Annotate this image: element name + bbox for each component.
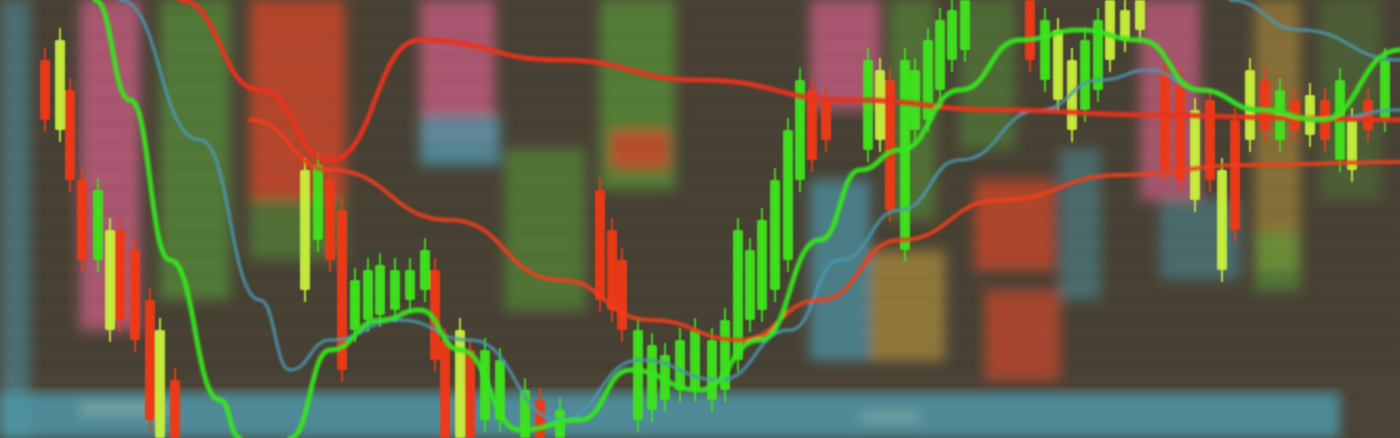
- fast-average-line-mid: [287, 27, 1400, 438]
- candle-46: [807, 90, 817, 160]
- candle-18: [390, 270, 400, 310]
- candle-16: [363, 270, 373, 320]
- candle-1: [55, 40, 65, 130]
- candle-44: [783, 130, 793, 260]
- candle-73: [1260, 80, 1270, 130]
- candle-41: [745, 250, 755, 320]
- row-band: [0, 142, 1400, 148]
- candle-72: [1245, 70, 1255, 140]
- candle-19: [405, 270, 415, 300]
- candle-57: [1025, 0, 1035, 60]
- candle-67: [1175, 80, 1185, 180]
- candle-28: [535, 400, 545, 438]
- candle-65: [1135, 0, 1145, 30]
- candle-61: [1080, 40, 1090, 110]
- candle-11: [300, 170, 310, 290]
- candle-5: [105, 230, 115, 330]
- candle-13: [325, 180, 335, 260]
- candle-17: [375, 265, 385, 315]
- trend-line-blue-top: [1228, 0, 1400, 62]
- row-band: [0, 10, 1400, 16]
- candle-6: [115, 230, 125, 320]
- candle-14: [337, 210, 347, 370]
- candle-53: [923, 40, 933, 120]
- row-band: [0, 32, 1400, 38]
- candle-0: [40, 60, 50, 120]
- candle-69: [1205, 100, 1215, 180]
- candle-20: [420, 250, 430, 290]
- candle-36: [675, 340, 685, 390]
- candle-56: [960, 0, 970, 50]
- candle-37: [690, 330, 700, 390]
- candle-10: [170, 380, 180, 438]
- bottom-strip-label: [860, 412, 920, 422]
- bottom-strip: [0, 392, 1340, 438]
- candle-12: [313, 165, 323, 240]
- candle-22: [440, 340, 450, 438]
- candle-54: [935, 20, 945, 90]
- row-band: [0, 186, 1400, 192]
- row-band: [0, 296, 1400, 302]
- candle-32: [617, 260, 627, 330]
- row-band: [0, 230, 1400, 236]
- candle-58: [1040, 20, 1050, 80]
- candle-4: [93, 190, 103, 260]
- candle-59: [1053, 30, 1063, 100]
- candle-7: [130, 250, 140, 340]
- candle-33: [633, 330, 643, 420]
- row-band: [0, 252, 1400, 258]
- candle-15: [350, 280, 360, 330]
- candle-49: [875, 70, 885, 140]
- candle-43: [770, 180, 780, 290]
- candle-31: [607, 230, 617, 310]
- row-band: [0, 208, 1400, 214]
- slow-average-line: [177, 0, 1400, 163]
- candle-30: [595, 190, 605, 300]
- moving-average-lines: [92, 0, 1400, 438]
- candle-64: [1120, 10, 1130, 40]
- candle-70: [1217, 170, 1227, 270]
- candle-74: [1275, 90, 1285, 140]
- candle-80: [1363, 100, 1373, 130]
- candle-21: [430, 270, 440, 360]
- candle-47: [821, 100, 831, 140]
- row-band: [0, 54, 1400, 60]
- candle-66: [1160, 70, 1170, 170]
- candle-8: [145, 300, 155, 420]
- candle-3: [77, 180, 87, 260]
- panel-21: [1255, 230, 1300, 290]
- candle-45: [795, 80, 805, 180]
- panel-0: [0, 0, 30, 438]
- candle-52: [910, 70, 920, 130]
- candle-50: [885, 80, 895, 210]
- row-band: [0, 318, 1400, 324]
- candle-40: [733, 230, 743, 360]
- candle-71: [1230, 120, 1240, 230]
- row-band: [0, 120, 1400, 126]
- row-band: [0, 164, 1400, 170]
- candle-55: [947, 10, 957, 60]
- candle-68: [1190, 110, 1200, 200]
- candle-42: [757, 220, 767, 310]
- candle-51: [900, 60, 910, 250]
- row-band: [0, 274, 1400, 280]
- candle-9: [155, 330, 165, 438]
- blurred-bottom-panel: [0, 392, 1340, 438]
- candle-2: [65, 90, 75, 180]
- candle-81: [1380, 60, 1390, 120]
- trend-line-blue: [118, 0, 1400, 422]
- row-band: [0, 98, 1400, 104]
- candle-79: [1347, 120, 1357, 170]
- candle-24: [465, 350, 475, 438]
- panel-9: [610, 130, 670, 170]
- candle-62: [1093, 20, 1103, 90]
- panel-2: [160, 0, 230, 300]
- candle-48: [863, 60, 873, 150]
- fast-average-line: [92, 0, 243, 438]
- candle-23: [455, 330, 465, 438]
- candle-63: [1105, 0, 1115, 60]
- candle-76: [1305, 95, 1315, 135]
